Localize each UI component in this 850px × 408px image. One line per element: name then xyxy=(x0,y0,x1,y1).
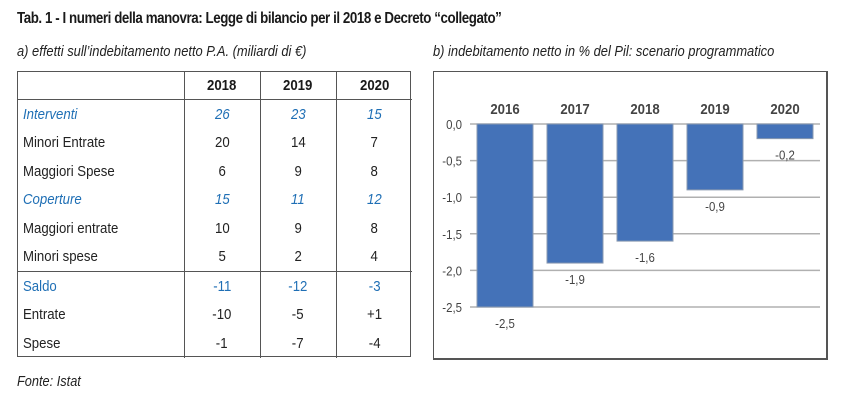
x-category-label: 2016 xyxy=(490,100,519,117)
value-cell: 15 xyxy=(335,99,412,129)
table-row: Spese -1 -7 -4 xyxy=(17,329,412,358)
data-label: -2,5 xyxy=(495,316,515,331)
y-tick-label: 0,0 xyxy=(446,117,462,132)
value-cell: 26 xyxy=(183,99,260,129)
table-row: Saldo -11 -12 -3 xyxy=(17,271,412,301)
x-category-label: 2017 xyxy=(560,100,589,117)
row-label: Saldo xyxy=(17,271,184,301)
value-cell: 23 xyxy=(259,99,336,129)
page-title: Tab. 1 - I numeri della manovra: Legge d… xyxy=(17,10,502,27)
value-cell: 8 xyxy=(335,157,412,186)
value-cell: +1 xyxy=(335,300,412,329)
data-label: -0,9 xyxy=(705,199,725,214)
value-cell: 10 xyxy=(183,214,260,243)
value-cell: 9 xyxy=(259,157,336,186)
data-label: -0,2 xyxy=(775,148,795,163)
table-row: Minori spese 5 2 4 xyxy=(17,242,412,272)
y-tick-label: -0,5 xyxy=(442,154,462,169)
table-row: Coperture 15 11 12 xyxy=(17,185,412,214)
effects-table: 2018 2019 2020 Interventi 26 23 15 Minori En… xyxy=(17,71,412,358)
data-label: -1,6 xyxy=(635,250,655,265)
value-cell: -10 xyxy=(183,300,260,329)
row-label: Minori Entrate xyxy=(23,134,106,152)
value-cell: 15 xyxy=(183,185,260,214)
table-row: Minori Entrate 20 14 7 xyxy=(17,128,412,157)
table-row: Maggiori entrate 10 9 8 xyxy=(17,214,412,243)
value-cell: -1 xyxy=(183,329,260,358)
bar xyxy=(546,123,604,264)
bar xyxy=(476,123,534,308)
row-label: Interventi xyxy=(23,105,78,123)
x-category-label: 2019 xyxy=(700,100,729,117)
y-tick-label: -2,5 xyxy=(442,300,462,315)
value-cell: 5 xyxy=(183,242,260,272)
source-note: Fonte: Istat xyxy=(17,374,81,390)
row-label: Coperture xyxy=(23,191,82,209)
bar xyxy=(616,123,674,242)
header-cell-year: 2020 xyxy=(335,71,412,100)
chart-subtitle: b) indebitamento netto in % del Pil: sce… xyxy=(433,43,775,60)
table-subtitle: a) effetti sull’indebitamento netto P.A.… xyxy=(17,43,307,60)
table-row: Entrate -10 -5 +1 xyxy=(17,300,412,329)
value-cell: 14 xyxy=(259,128,336,157)
row-label: Maggiori entrate xyxy=(23,219,119,237)
value-cell: -12 xyxy=(259,271,336,301)
row-label: Spese xyxy=(23,334,61,352)
value-cell: -11 xyxy=(183,271,260,301)
value-cell: 7 xyxy=(335,128,412,157)
value-cell: 6 xyxy=(183,157,260,186)
row-label: Entrate xyxy=(23,306,66,324)
header-cell-empty xyxy=(17,71,184,100)
value-cell: 20 xyxy=(183,128,260,157)
value-cell: -4 xyxy=(335,329,412,358)
chart-frame xyxy=(433,71,828,360)
value-cell: -7 xyxy=(259,329,336,358)
table-row: Maggiori Spese 6 9 8 xyxy=(17,157,412,186)
table-header-row: 2018 2019 2020 xyxy=(17,71,412,100)
value-cell: 8 xyxy=(335,214,412,243)
row-label: Minori spese xyxy=(23,248,98,266)
y-tick-label: -2,0 xyxy=(442,264,462,279)
x-category-label: 2020 xyxy=(770,100,799,117)
row-label: Maggiori Spese xyxy=(23,162,115,180)
value-cell: -5 xyxy=(259,300,336,329)
data-label: -1,9 xyxy=(565,272,585,287)
bar xyxy=(756,123,814,140)
table-row: Interventi 26 23 15 xyxy=(17,99,412,129)
value-cell: 2 xyxy=(259,242,336,272)
y-tick-label: -1,0 xyxy=(442,191,462,206)
value-cell: 9 xyxy=(259,214,336,243)
value-cell: -3 xyxy=(335,271,412,301)
bar xyxy=(686,123,744,191)
header-cell-year: 2018 xyxy=(183,71,260,100)
value-cell: 4 xyxy=(335,242,412,272)
value-cell: 12 xyxy=(335,185,412,214)
x-category-label: 2018 xyxy=(630,100,659,117)
header-cell-year: 2019 xyxy=(259,71,336,100)
value-cell: 11 xyxy=(259,185,336,214)
y-tick-label: -1,5 xyxy=(442,227,462,242)
